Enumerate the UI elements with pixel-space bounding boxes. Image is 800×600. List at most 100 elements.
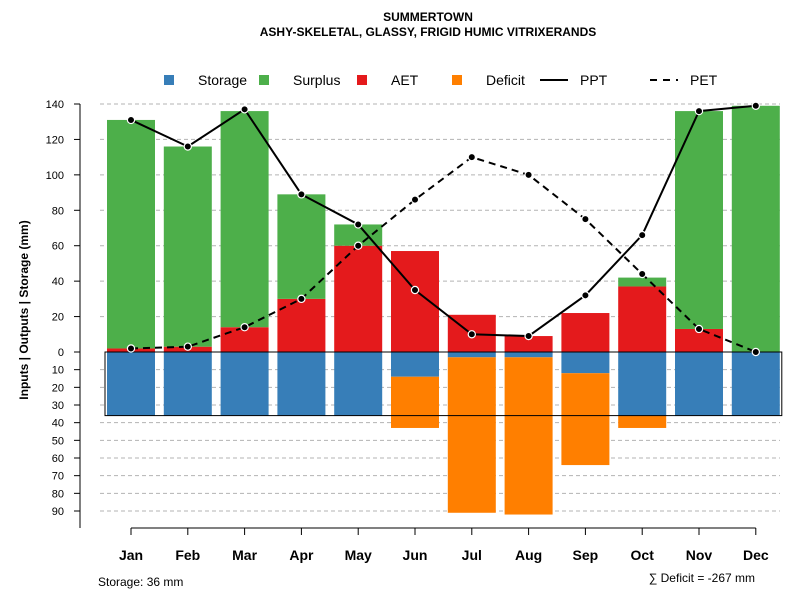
pet-point <box>297 294 306 304</box>
surplus-bar <box>675 111 723 329</box>
deficit-bar <box>504 357 553 515</box>
y-tick-label: 40 <box>52 418 64 430</box>
y-tick-label: 60 <box>52 241 64 253</box>
aet-bar <box>504 336 553 352</box>
deficit-bar <box>447 357 496 513</box>
legend-label-aet: AET <box>391 72 419 88</box>
pet-point <box>581 214 590 224</box>
y-tick-label: 50 <box>52 435 64 447</box>
ppt-line <box>130 104 756 338</box>
y-tick-label: 0 <box>58 347 64 359</box>
ppt-point <box>410 285 420 295</box>
surplus-bar <box>277 194 326 299</box>
x-axis: Jan Feb Mar Apr May Jun Jul Aug Sep Oct Nov Dec <box>119 527 769 563</box>
ppt-point <box>297 190 306 199</box>
y-tick-label: 20 <box>52 312 64 324</box>
pet-point <box>354 241 363 250</box>
y-tick-label: 40 <box>52 276 64 288</box>
surplus-bar <box>731 105 780 353</box>
ppt-point <box>467 330 476 339</box>
x-tick-label: Aug <box>515 547 542 563</box>
y-tick-label: 100 <box>46 170 64 182</box>
y-tick-label: 10 <box>52 365 64 377</box>
x-tick-label: Oct <box>631 547 655 563</box>
legend-label-surplus: Surplus <box>293 72 340 88</box>
aet-bar <box>618 286 667 352</box>
ppt-point <box>694 106 704 116</box>
surplus-bar <box>618 277 667 287</box>
legend-label-ppt: PPT <box>580 72 608 88</box>
x-tick-label: Dec <box>743 547 769 563</box>
legend-swatch-storage <box>164 75 174 85</box>
aet-bar <box>561 313 610 352</box>
x-tick-label: Jul <box>462 547 482 563</box>
ppt-point <box>240 105 249 114</box>
legend-label-storage: Storage <box>198 72 247 88</box>
ppt-point <box>638 230 647 240</box>
storage-bar <box>731 352 780 416</box>
chart-title: SUMMERTOWN <box>383 10 473 24</box>
storage-capacity-box <box>104 351 783 417</box>
deficit-sum: ∑ Deficit = -267 mm <box>649 571 755 585</box>
pet-point <box>126 344 136 353</box>
storage-bar <box>334 352 383 416</box>
x-tick-label: Feb <box>175 547 200 563</box>
x-tick-label: Nov <box>686 547 713 563</box>
storage-bar <box>107 352 155 416</box>
ppt-point <box>126 115 136 125</box>
y-axis-label: Inputs | Outputs | Storage (mm) <box>17 220 31 399</box>
legend-label-pet: PET <box>690 72 718 88</box>
storage-bar <box>561 352 610 374</box>
storage-note: Storage: 36 mm <box>98 575 183 589</box>
pet-line <box>130 156 757 353</box>
ppt-point <box>524 331 533 341</box>
storage-bar <box>618 352 667 416</box>
aet-bar <box>675 328 723 352</box>
pet-point <box>638 269 647 279</box>
storage-bar <box>504 352 553 358</box>
deficit-bar <box>561 373 610 466</box>
surplus-bar <box>334 224 383 246</box>
legend: Storage Surplus AET Deficit PPT PET <box>164 72 718 88</box>
gridlines <box>100 103 780 512</box>
storage-bar <box>391 352 439 377</box>
aet-bar <box>391 251 439 352</box>
y-tick-label: 90 <box>52 506 64 518</box>
x-tick-label: Apr <box>289 547 314 563</box>
deficit-bar <box>618 415 667 428</box>
y-axis: 0 20 40 60 80 100 120 140 10 20 30 40 50 60 70 80 90 <box>46 99 81 528</box>
surplus-bar <box>220 111 269 328</box>
legend-label-deficit: Deficit <box>486 72 525 88</box>
y-tick-label: 120 <box>46 134 64 146</box>
pet-point <box>183 342 192 351</box>
y-tick-label: 70 <box>52 471 64 483</box>
pet-point <box>467 152 476 162</box>
y-tick-label: 60 <box>52 453 64 465</box>
storage-bar <box>220 352 269 416</box>
aet-bar <box>334 245 383 352</box>
ppt-point <box>751 101 761 110</box>
ppt-point <box>581 291 590 300</box>
surplus-bar <box>107 119 155 349</box>
ppt-point <box>354 220 363 229</box>
pet-point <box>694 324 704 334</box>
y-tick-label: 140 <box>46 99 64 111</box>
storage-bar <box>277 352 326 416</box>
x-tick-label: Jan <box>119 547 143 563</box>
pet-point <box>751 347 761 357</box>
pet-point <box>240 323 249 332</box>
ppt-point <box>183 142 192 151</box>
legend-swatch-aet <box>357 75 367 85</box>
lines <box>126 101 761 357</box>
x-tick-label: Mar <box>232 547 257 563</box>
x-tick-label: Jun <box>403 547 428 563</box>
storage-bar <box>447 352 496 358</box>
legend-swatch-surplus <box>259 75 269 85</box>
legend-swatch-deficit <box>452 75 462 85</box>
surplus-bar <box>163 146 212 347</box>
x-tick-label: May <box>345 547 372 563</box>
deficit-bar <box>391 376 439 428</box>
storage-bar <box>675 352 723 416</box>
x-tick-label: Sep <box>573 547 599 563</box>
